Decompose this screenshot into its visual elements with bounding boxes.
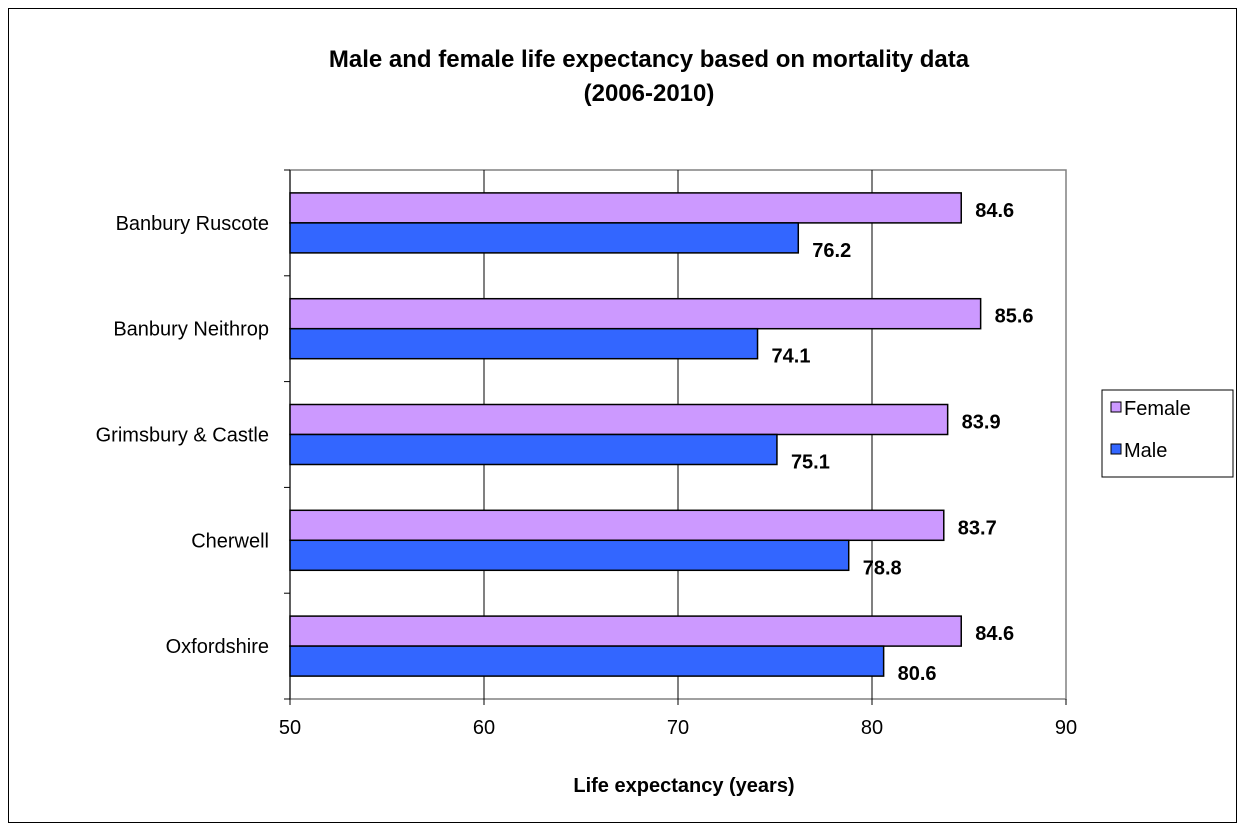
male-bar [289, 433, 778, 466]
legend: Female Male [1101, 389, 1234, 478]
female-legend-label: Female [1124, 398, 1191, 420]
female-bar [289, 192, 962, 224]
chart-subtitle: (2006-2010) [584, 80, 715, 107]
male-bar [289, 222, 800, 254]
legend-box [1101, 389, 1234, 478]
female-bar [289, 615, 962, 647]
male-bar [289, 539, 850, 572]
x-tick-label: 80 [861, 717, 883, 739]
x-tick-label: 90 [1055, 717, 1077, 739]
bar-layer: 84.6 76.2 85.6 74.1 83.9 75.1 83.7 78.8 84.6 80.6 [289, 192, 1034, 685]
female-data-label: 83.7 [958, 517, 997, 539]
female-bar [289, 403, 949, 436]
axis-layer: 50 60 70 80 90 Banbury Ruscote Banbury Neithro… [96, 169, 1077, 739]
male-legend-swatch [1110, 443, 1122, 455]
category-label: Banbury Ruscote [116, 213, 269, 235]
category-label: Oxfordshire [166, 636, 269, 658]
chart-svg: Male and female life expectancy based on… [96, 46, 1234, 797]
male-data-label: 76.2 [812, 240, 851, 262]
male-data-label: 78.8 [863, 557, 902, 579]
chart-frame: Male and female life expectancy based on… [8, 8, 1237, 823]
male-bar [289, 327, 759, 360]
x-tick-label: 50 [279, 717, 301, 739]
x-axis-title: Life expectancy (years) [573, 775, 794, 797]
x-tick-label: 70 [667, 717, 689, 739]
male-bar [289, 645, 885, 677]
category-label: Cherwell [191, 530, 269, 552]
female-data-label: 84.6 [975, 200, 1014, 222]
female-data-label: 85.6 [995, 306, 1034, 328]
x-tick-label: 60 [473, 717, 495, 739]
category-label: Banbury Neithrop [113, 319, 269, 341]
legend-items: Female Male [1110, 398, 1191, 462]
category-label: Grimsbury & Castle [96, 425, 269, 447]
female-data-label: 83.9 [962, 412, 1001, 434]
male-data-label: 80.6 [898, 663, 937, 685]
male-data-label: 74.1 [772, 346, 811, 368]
male-legend-label: Male [1124, 440, 1167, 462]
male-data-label: 75.1 [791, 452, 830, 474]
female-bar [289, 509, 945, 542]
female-legend-swatch [1110, 401, 1122, 413]
chart-title: Male and female life expectancy based on… [329, 46, 970, 73]
female-bar [289, 297, 982, 330]
female-data-label: 84.6 [975, 623, 1014, 645]
